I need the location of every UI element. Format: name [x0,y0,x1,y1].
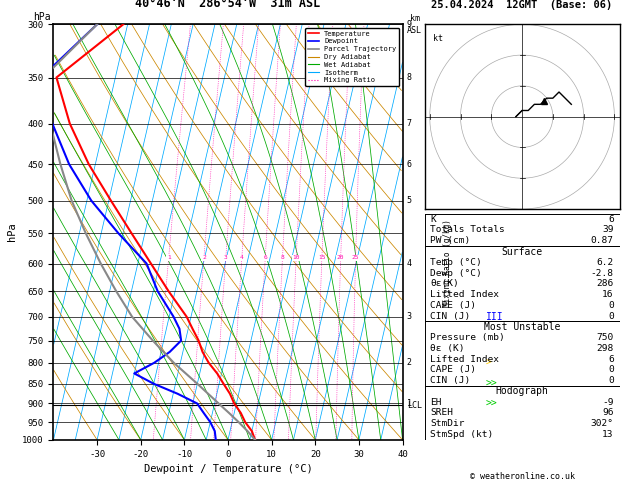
Text: 40°46'N  286°54'W  31m ASL: 40°46'N 286°54'W 31m ASL [135,0,321,10]
Text: ASL: ASL [407,25,421,35]
Text: kt: kt [433,34,443,43]
Text: CAPE (J): CAPE (J) [430,365,476,374]
Text: 25: 25 [352,255,359,260]
Text: 0: 0 [608,312,614,321]
Text: III: III [486,312,504,322]
Text: 4: 4 [407,259,412,268]
Text: L: L [486,119,492,129]
Text: 15: 15 [318,255,326,260]
Text: 750: 750 [596,333,614,342]
Text: L: L [486,195,492,206]
Text: 6: 6 [608,215,614,224]
Text: 1: 1 [167,255,170,260]
Text: hPa: hPa [33,12,50,22]
Text: km: km [409,14,420,23]
Text: CAPE (J): CAPE (J) [430,301,476,310]
Text: Totals Totals: Totals Totals [430,226,505,234]
Text: 302°: 302° [591,419,614,428]
Text: 8: 8 [407,73,412,82]
Text: 8: 8 [281,255,284,260]
Text: >>: >> [486,379,498,389]
Text: 0.87: 0.87 [591,236,614,245]
Text: CIN (J): CIN (J) [430,312,470,321]
Text: θε(K): θε(K) [430,279,459,288]
Text: Hodograph: Hodograph [496,386,548,397]
Text: 0: 0 [608,301,614,310]
Text: Lifted Index: Lifted Index [430,290,499,299]
Text: StmSpd (kt): StmSpd (kt) [430,430,494,439]
Text: K: K [430,215,436,224]
Text: 2: 2 [407,358,412,367]
Text: LCL: LCL [407,401,421,410]
Text: -9: -9 [602,398,614,407]
Text: >: > [486,358,492,368]
Text: SREH: SREH [430,408,454,417]
Text: 3: 3 [407,312,412,321]
Text: 9: 9 [407,20,412,29]
Text: 10: 10 [292,255,300,260]
Text: Most Unstable: Most Unstable [484,322,560,332]
Text: 0: 0 [608,365,614,374]
Text: EH: EH [430,398,442,407]
Text: 6: 6 [608,355,614,364]
Text: Pressure (mb): Pressure (mb) [430,333,505,342]
Text: 0: 0 [608,376,614,385]
Text: StmDir: StmDir [430,419,465,428]
Y-axis label: hPa: hPa [7,223,17,242]
Text: 39: 39 [602,226,614,234]
Text: 4: 4 [240,255,243,260]
Text: 5: 5 [407,196,412,205]
Text: 16: 16 [602,290,614,299]
Text: Dewp (°C): Dewp (°C) [430,269,482,278]
Text: 3: 3 [224,255,228,260]
Text: Lifted Index: Lifted Index [430,355,499,364]
Text: 298: 298 [596,344,614,353]
Text: 96: 96 [602,408,614,417]
Text: 13: 13 [602,430,614,439]
Text: 6: 6 [407,160,412,169]
Text: PW (cm): PW (cm) [430,236,470,245]
Text: Temp (°C): Temp (°C) [430,258,482,267]
Text: Mixing Ratio (g/kg): Mixing Ratio (g/kg) [443,220,452,308]
Text: 1: 1 [407,399,412,408]
Text: 6.2: 6.2 [596,258,614,267]
Text: 20: 20 [337,255,345,260]
Text: -2.8: -2.8 [591,269,614,278]
X-axis label: Dewpoint / Temperature (°C): Dewpoint / Temperature (°C) [143,464,313,474]
Text: 25.04.2024  12GMT  (Base: 06): 25.04.2024 12GMT (Base: 06) [431,0,613,10]
Text: θε (K): θε (K) [430,344,465,353]
Text: CIN (J): CIN (J) [430,376,470,385]
Text: 7: 7 [407,119,412,128]
Text: >>: >> [486,399,498,408]
Legend: Temperature, Dewpoint, Parcel Trajectory, Dry Adiabat, Wet Adiabat, Isotherm, Mi: Temperature, Dewpoint, Parcel Trajectory… [305,28,399,86]
Text: 286: 286 [596,279,614,288]
Text: 2: 2 [202,255,206,260]
Text: 6: 6 [264,255,267,260]
Text: Surface: Surface [501,246,543,257]
Text: © weatheronline.co.uk: © weatheronline.co.uk [470,472,574,481]
